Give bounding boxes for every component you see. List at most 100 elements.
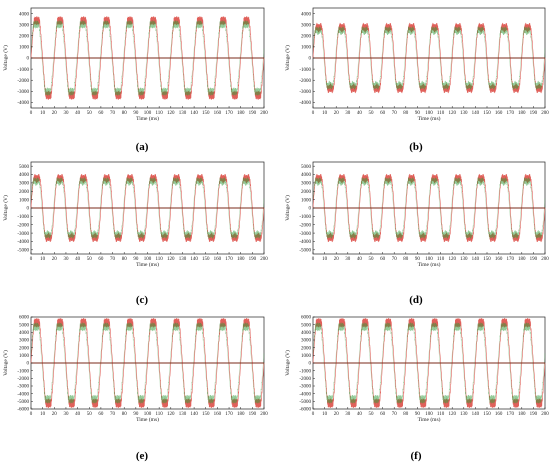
- y-tick-label: -1000: [17, 215, 29, 220]
- y-tick-label: 3000: [301, 339, 312, 344]
- y-tick-label: 3000: [301, 23, 312, 28]
- x-tick-label: 130: [179, 111, 187, 116]
- x-tick-label: 100: [144, 257, 152, 262]
- x-axis-label: Time (ms): [136, 261, 159, 268]
- x-tick-label: 130: [460, 412, 468, 417]
- x-tick-label: 60: [98, 111, 104, 116]
- chart-panel-f: 0 10 20 30 40 50 60 70 80 90 100 110 120 130 140 150 160…: [284, 316, 549, 462]
- y-tick-label: 4000: [19, 331, 30, 336]
- series-line-alt-c: [30, 177, 265, 239]
- y-tick-label: 4000: [301, 12, 312, 17]
- x-tick-label: 100: [144, 111, 152, 116]
- y-tick-label: -4000: [299, 240, 311, 245]
- x-tick-label: 90: [133, 257, 139, 262]
- x-tick-label: 80: [122, 257, 128, 262]
- y-tick-label: -4000: [17, 392, 29, 397]
- y-tick-label: -3000: [299, 232, 311, 237]
- x-tick-label: 40: [357, 412, 363, 417]
- x-tick-label: 200: [260, 257, 268, 262]
- x-tick-label: 140: [190, 412, 198, 417]
- x-tick-label: 10: [322, 111, 328, 116]
- x-tick-label: 160: [214, 257, 222, 262]
- x-tick-label: 180: [518, 412, 526, 417]
- x-tick-label: 140: [472, 257, 480, 262]
- x-tick-label: 110: [437, 257, 445, 262]
- y-tick-label: 1000: [19, 354, 30, 359]
- x-tick-label: 170: [225, 111, 233, 116]
- y-tick-label: -3000: [17, 385, 29, 390]
- x-tick-label: 30: [345, 257, 351, 262]
- y-tick-label: -3000: [17, 90, 29, 95]
- x-tick-label: 60: [98, 257, 104, 262]
- y-tick-label: 4000: [19, 12, 30, 17]
- y-tick-label: -6000: [17, 408, 29, 413]
- x-tick-label: 50: [87, 111, 93, 116]
- x-tick-label: 90: [133, 111, 139, 116]
- y-tick-label: 0: [309, 362, 312, 367]
- x-tick-label: 150: [483, 111, 491, 116]
- x-tick-label: 90: [415, 257, 421, 262]
- x-tick-label: 200: [541, 412, 549, 417]
- y-tick-label: 1000: [301, 46, 312, 51]
- x-tick-label: 100: [425, 412, 433, 417]
- x-tick-label: 90: [415, 111, 421, 116]
- x-tick-label: 80: [122, 412, 128, 417]
- x-tick-label: 20: [334, 257, 340, 262]
- x-tick-label: 200: [260, 412, 268, 417]
- x-tick-label: 30: [63, 257, 69, 262]
- y-tick-label: 5000: [301, 323, 312, 328]
- x-tick-label: 180: [237, 257, 245, 262]
- x-tick-label: 160: [214, 111, 222, 116]
- y-tick-label: -4000: [17, 101, 29, 106]
- x-tick-label: 140: [472, 412, 480, 417]
- y-tick-label: -5000: [299, 249, 311, 254]
- y-tick-label: -2000: [299, 377, 311, 382]
- x-tick-label: 80: [122, 111, 128, 116]
- y-tick-label: 2000: [19, 190, 30, 195]
- x-tick-label: 180: [518, 257, 526, 262]
- x-tick-label: 20: [52, 412, 58, 417]
- x-tick-label: 30: [345, 111, 351, 116]
- x-tick-label: 120: [167, 412, 175, 417]
- x-tick-label: 170: [506, 412, 514, 417]
- x-tick-label: 170: [506, 111, 514, 116]
- y-tick-label: -2000: [17, 377, 29, 382]
- x-tick-label: 60: [380, 412, 386, 417]
- x-tick-label: 50: [369, 257, 375, 262]
- x-tick-label: 30: [345, 412, 351, 417]
- x-tick-label: 190: [249, 412, 257, 417]
- y-tick-label: 2000: [301, 190, 312, 195]
- x-tick-label: 0: [30, 111, 33, 116]
- x-tick-label: 70: [392, 111, 398, 116]
- x-tick-label: 20: [334, 412, 340, 417]
- x-tick-label: 110: [437, 412, 445, 417]
- x-tick-label: 110: [155, 257, 163, 262]
- x-tick-label: 110: [155, 111, 163, 116]
- x-tick-label: 0: [30, 412, 33, 417]
- x-tick-label: 90: [133, 412, 139, 417]
- series-line-alt-e: [30, 322, 265, 404]
- x-tick-label: 50: [87, 257, 93, 262]
- y-tick-label: 6000: [19, 316, 30, 321]
- series-line-alt-a: [30, 20, 265, 96]
- y-tick-label: 4000: [301, 331, 312, 336]
- x-tick-label: 170: [225, 412, 233, 417]
- x-tick-label: 120: [167, 257, 175, 262]
- x-tick-label: 0: [312, 412, 315, 417]
- x-tick-label: 150: [202, 412, 210, 417]
- x-tick-label: 120: [167, 111, 175, 116]
- x-tick-label: 60: [380, 257, 386, 262]
- y-tick-label: -2000: [17, 79, 29, 84]
- x-tick-label: 60: [98, 412, 104, 417]
- y-tick-label: 1000: [301, 198, 312, 203]
- x-tick-label: 180: [518, 111, 526, 116]
- x-tick-label: 200: [541, 111, 549, 116]
- x-tick-label: 110: [155, 412, 163, 417]
- y-tick-label: -3000: [299, 385, 311, 390]
- x-tick-label: 170: [506, 257, 514, 262]
- x-tick-label: 10: [322, 412, 328, 417]
- x-tick-label: 20: [334, 111, 340, 116]
- panel-label: (f): [411, 450, 422, 462]
- x-tick-label: 10: [40, 111, 46, 116]
